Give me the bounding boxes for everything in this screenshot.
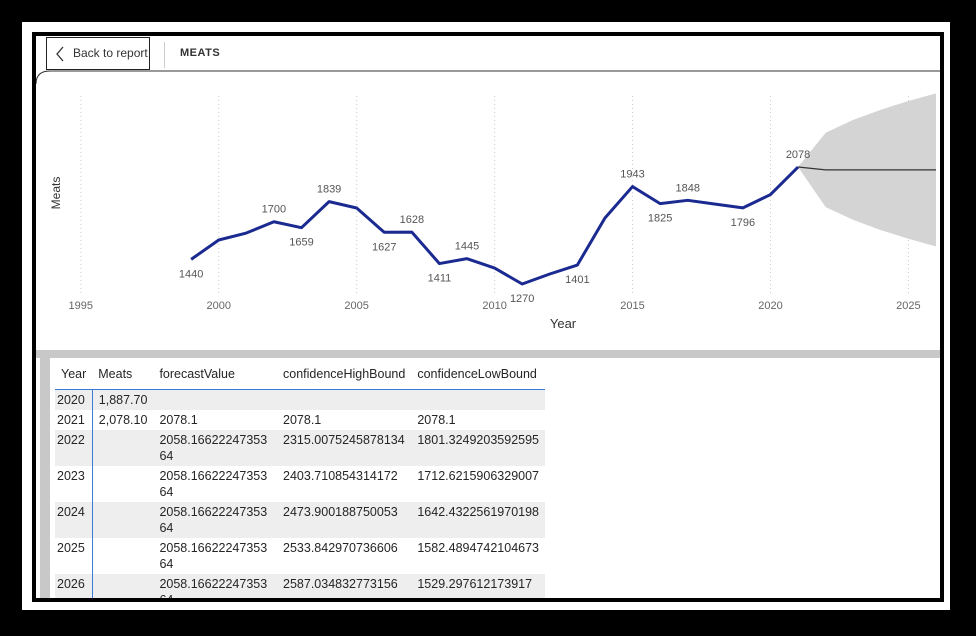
table-cell: 1,887.70	[92, 389, 154, 410]
table-cell: 2587.034832773156	[277, 574, 412, 598]
data-table: Year Meats forecastValue confidenceHighBoun…	[55, 362, 545, 598]
table-cell: 1712.6215906329007	[417, 469, 539, 483]
table-row: 2020 1,887.70	[55, 389, 545, 410]
table-cell	[92, 574, 154, 598]
table-cell	[92, 466, 153, 502]
forecast-line	[797, 166, 936, 171]
table-cell: 1529.297612173917	[411, 574, 545, 598]
table-row: 2025 2058.1662224735364 2533.842970736606 1…	[55, 538, 545, 574]
table-cell	[411, 389, 545, 410]
table-cell: 1582.4894742104673	[417, 541, 539, 555]
table-cell: 1642.4322561970198	[411, 502, 545, 538]
x-tick-label: 2025	[896, 300, 920, 312]
table-row: 2022 2058.1662224735364 2315.0075245878134…	[55, 430, 545, 466]
table-cell: 2024	[55, 502, 93, 538]
table-cell	[277, 389, 412, 410]
data-label: 1796	[731, 217, 755, 229]
data-label: 1628	[400, 214, 424, 226]
data-label: 1270	[510, 293, 534, 305]
table-cell: 2058.1662224735364	[159, 541, 268, 571]
table-cell	[92, 502, 154, 538]
table-cell: 2023	[55, 466, 93, 502]
table-cell: 2025	[55, 538, 93, 574]
column-header: Meats	[92, 362, 154, 390]
table-cell: 2078.1	[283, 413, 322, 427]
header-row: Year Meats forecastValue confidenceHighBoun…	[55, 362, 545, 390]
back-button[interactable]: Back to report	[46, 37, 150, 70]
back-label: Back to report	[73, 46, 148, 60]
x-tick-label: 2010	[482, 300, 506, 312]
table-row: 2021 2,078.10 2078.1 2078.1 2078.1	[55, 410, 545, 430]
table-cell: 2058.1662224735364	[153, 430, 278, 466]
data-label: 1839	[317, 184, 341, 196]
data-label: 1411	[428, 273, 452, 285]
separator	[164, 42, 165, 68]
table-cell	[153, 389, 278, 410]
data-label: 1445	[455, 241, 479, 253]
chart: 1995 2000 2005 2010 2015 2020 2025 Year Meats 144…	[36, 70, 940, 331]
table-cell: 2473.900188750053	[277, 502, 412, 538]
x-axis-title: Year	[550, 316, 577, 331]
column-header: Year	[55, 362, 93, 390]
data-label: 1943	[620, 169, 644, 181]
table-cell: 2058.1662224735364	[159, 469, 268, 499]
table-cell: 2533.842970736606	[283, 541, 398, 555]
table-cell: 2020	[55, 389, 93, 410]
column-header: forecastValue	[153, 362, 278, 390]
table-cell: 2078.1	[417, 413, 456, 427]
x-tick-label: 2020	[758, 300, 782, 312]
table-cell: 2058.1662224735364	[153, 574, 278, 598]
x-tick-label: 2015	[620, 300, 644, 312]
data-label: 1440	[179, 268, 203, 280]
table-cell: 2022	[55, 430, 93, 466]
table-cell	[92, 430, 154, 466]
data-label: 1627	[372, 241, 396, 253]
header-border	[36, 70, 940, 85]
content: 1995 2000 2005 2010 2015 2020 2025 Year Meats 144…	[36, 36, 940, 598]
divider	[36, 350, 940, 358]
table-cell: 2026	[55, 574, 93, 598]
table-cell: 2058.1662224735364	[153, 502, 278, 538]
table-row: 2024 2058.1662224735364 2473.900188750053 1…	[55, 502, 545, 538]
data-label: 1848	[675, 182, 699, 194]
data-label: 1659	[289, 237, 313, 249]
divider	[40, 350, 50, 598]
table-row: 2026 2058.16622247353642587.0348327731561…	[55, 574, 545, 598]
back-arrow	[56, 46, 64, 62]
table-cell	[92, 538, 153, 574]
table-cell: 2,078.10	[98, 413, 148, 427]
table-cell: 2078.1	[159, 413, 198, 427]
x-tick-label: 1995	[69, 300, 93, 312]
table-cell: 1801.3249203592595	[411, 430, 545, 466]
table-cell: 2315.0075245878134	[277, 430, 412, 466]
table-row: 2023 2058.1662224735364 2403.710854314172 1…	[55, 466, 545, 502]
table-cell: 2021	[55, 410, 93, 430]
column-header: confidenceHighBound	[277, 362, 412, 390]
x-tick-label: 2000	[206, 300, 230, 312]
data-line	[190, 165, 800, 286]
data-label: 1825	[648, 213, 672, 225]
table-container: Year Meats forecastValue confidenceHighBoun…	[55, 362, 545, 598]
data-label: 1401	[565, 274, 589, 286]
plot	[190, 93, 936, 286]
column-header: confidenceLowBound	[411, 362, 545, 390]
table-cell: 2403.710854314172	[283, 469, 398, 483]
page-title: MEATS	[180, 47, 221, 59]
x-tick-label: 2005	[344, 300, 368, 312]
y-axis-title: Meats	[49, 177, 63, 210]
data-label: 1700	[262, 204, 286, 216]
data-label: 2078	[786, 149, 810, 161]
